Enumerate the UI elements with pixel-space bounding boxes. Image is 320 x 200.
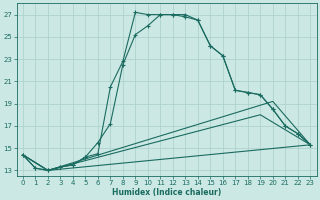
X-axis label: Humidex (Indice chaleur): Humidex (Indice chaleur) bbox=[112, 188, 221, 197]
